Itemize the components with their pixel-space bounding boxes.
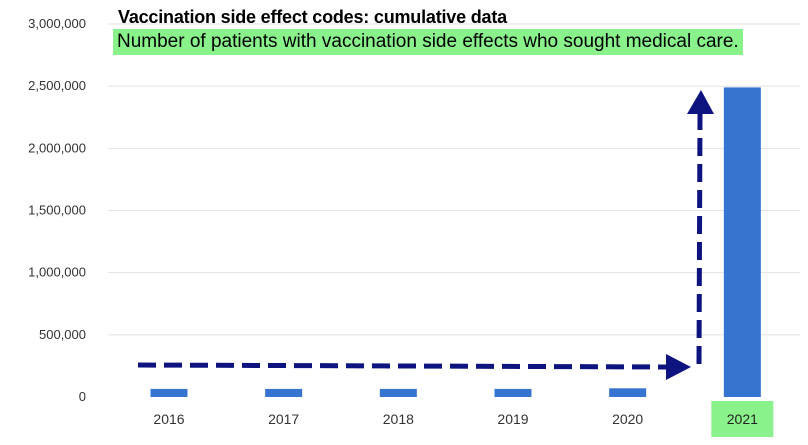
bar-2021 [723,87,761,397]
arrowhead-up-icon [687,90,714,114]
horizontal-dashed-arrow [137,362,669,370]
bar-2018 [379,388,417,397]
bar-2020 [609,388,647,397]
highlight-box-2021 [711,401,774,437]
chart-subtitle: Number of patients with vaccination side… [113,29,743,55]
y-tick-label: 0 [79,389,86,404]
x-tick-label-2017: 2017 [268,411,299,427]
y-tick-label: 2,000,000 [28,140,86,155]
x-tick-label-2019: 2019 [497,411,528,427]
y-tick-label: 1,000,000 [28,265,86,280]
bar-2017 [265,388,303,397]
arrowhead-right-icon [666,354,691,380]
bar-2016 [150,388,188,397]
bar-2019 [494,388,532,397]
x-tick-label-2018: 2018 [383,411,414,427]
vertical-dashed-arrow [696,113,703,365]
y-tick-label: 3,000,000 [28,16,86,31]
x-tick-label-2016: 2016 [153,411,184,427]
x-tick-label-2021: 2021 [727,411,758,427]
x-tick-label-2020: 2020 [612,411,643,427]
chart-title: Vaccination side effect codes: cumulativ… [118,7,507,27]
y-tick-label: 1,500,000 [28,203,86,218]
y-tick-label: 500,000 [39,327,86,342]
y-tick-label: 2,500,000 [28,78,86,93]
